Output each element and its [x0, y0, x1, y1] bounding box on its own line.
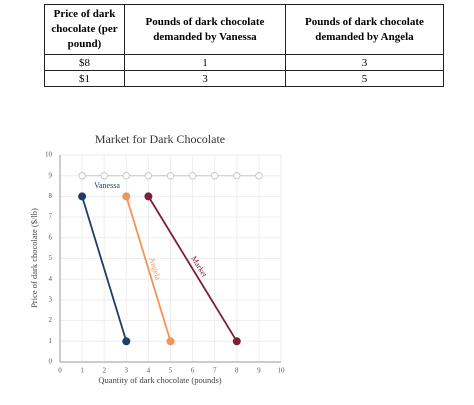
point — [122, 192, 131, 201]
y-tick-label: 3 — [49, 296, 53, 304]
point — [100, 172, 108, 180]
x-tick-label: 9 — [257, 367, 261, 375]
y-tick-label: 8 — [49, 192, 53, 200]
y-tick-label: 2 — [49, 316, 53, 324]
chart-title: Market for Dark Chocolate — [95, 132, 225, 146]
x-tick-label: 2 — [102, 367, 106, 375]
y-tick-label: 6 — [49, 233, 53, 241]
series-label: Vanessa — [94, 181, 120, 190]
point — [188, 172, 197, 180]
point — [122, 172, 131, 180]
x-tick-label: 6 — [191, 367, 195, 375]
x-tick-label: 7 — [213, 367, 217, 375]
point — [144, 172, 153, 180]
header-cell: Price of dark chocolate (per pound) — [44, 4, 125, 55]
point — [232, 337, 241, 346]
x-tick-label: 8 — [235, 367, 239, 375]
y-tick-label: 7 — [49, 213, 53, 221]
series-line — [81, 196, 128, 342]
y-tick-label: 10 — [45, 151, 53, 159]
point — [255, 172, 263, 180]
y-axis-label: Price of dark chocolate ($/lb) — [29, 208, 39, 308]
cell: 3 — [124, 70, 286, 87]
y-tick-label: 0 — [49, 358, 53, 366]
x-tick-label: 1 — [80, 367, 84, 375]
demand-table: Price of dark chocolate (per pound) Poun… — [44, 4, 445, 87]
point — [211, 172, 219, 180]
series-line — [147, 195, 238, 342]
point — [78, 172, 86, 180]
point — [166, 337, 175, 346]
cell: $1 — [44, 70, 125, 87]
point — [78, 192, 87, 201]
y-tick-label: 1 — [49, 337, 53, 345]
header-cell: Pounds of dark chocolate demanded by Ang… — [284, 4, 445, 55]
point — [122, 337, 131, 346]
x-tick-label: 5 — [169, 367, 173, 375]
point — [144, 192, 153, 201]
series-line — [125, 196, 172, 342]
x-axis-label: Quantity of dark chocolate (pounds) — [98, 375, 221, 385]
point — [166, 172, 175, 180]
y-tick-label: 5 — [49, 254, 53, 262]
x-tick-label: 0 — [58, 367, 62, 375]
point — [233, 172, 241, 180]
cell: 5 — [284, 70, 445, 87]
y-tick-label: 4 — [49, 275, 53, 283]
x-tick-label: 10 — [278, 367, 286, 375]
x-tick-label: 4 — [147, 367, 151, 375]
x-tick-label: 3 — [125, 367, 129, 375]
y-tick-label: 9 — [49, 171, 53, 179]
series-label: Angela — [147, 256, 162, 281]
